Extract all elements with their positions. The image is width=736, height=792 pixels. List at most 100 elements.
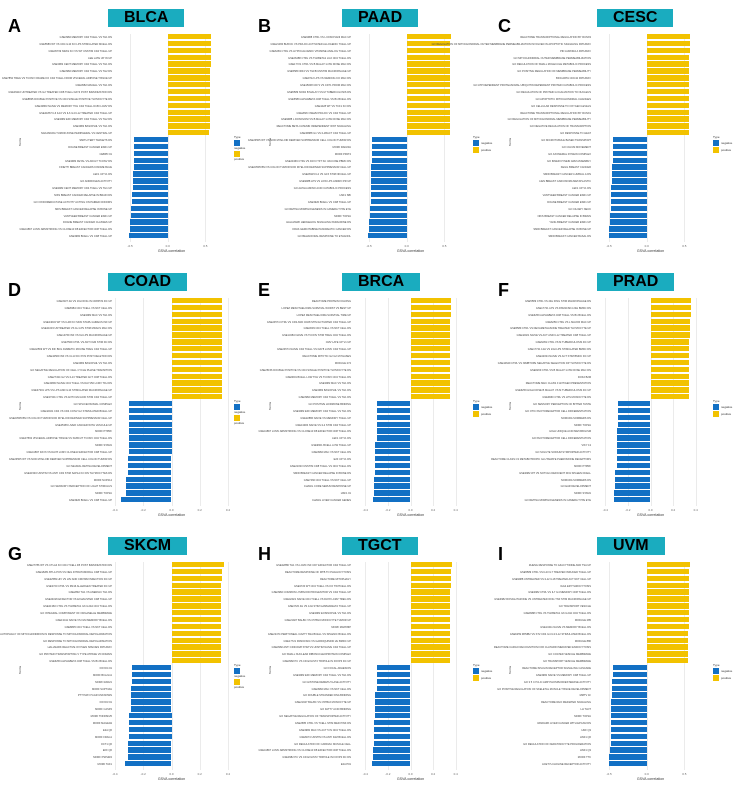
- bar-row: REACTOME TRANSCRIPTIONAL REGULATION BY R…: [520, 34, 707, 40]
- negative-bar: [616, 449, 651, 455]
- bar-row: GSE9988 UNTREATED VS IL12 IL18 TREATED A…: [512, 575, 707, 582]
- x-tick-label: 0.5: [203, 244, 208, 248]
- term-label: GO CELLULAR RESPONSE TO OXYGEN LEVELS: [531, 104, 591, 108]
- positive-bar: [650, 387, 689, 393]
- bar-row: REACTOME MITOTIC G2 G2 M PHASES: [303, 352, 467, 359]
- gridline: [171, 562, 173, 770]
- bar-row: GSE17721 12H VS 24H LPS STIMULATED BMDC …: [528, 346, 707, 352]
- negative-bar: [131, 198, 168, 205]
- legend-swatch: [234, 404, 240, 410]
- term-label: MORF TOP2A: [334, 214, 351, 218]
- term-label: GSE45739 NRAS KO VS WT UNSTIM CD4 TCELL …: [48, 49, 112, 53]
- bar-row: GO SMALL NUCLEAR RIBONUCLEOPROTEIN COMPL…: [282, 651, 467, 657]
- negative-bar: [129, 713, 172, 719]
- bar-row: GSE44649 CTRL VS NIMBTOPE NEGATIVE SELEC…: [498, 359, 707, 366]
- term-label: GSE6269 CTRL VS M TUBERCULOSIS DC UP: [535, 341, 591, 345]
- term-label: GSE6259 RPMB2 VS ST2 CD4 IL4 IL3 IL12 ST…: [509, 632, 591, 636]
- term-label: HNF1 Q3: [580, 749, 591, 753]
- term-label: GSE26488 CTRL VS TGFBETA1 LIL6 CD4 TCELL…: [288, 56, 351, 60]
- bar-row: GSE3982 BCELL VS CD8 TCELL UP: [69, 233, 228, 239]
- bar-row: GSE43863 NAIVE CD4 TCELL VS DAY150 LCMV …: [44, 380, 228, 386]
- bar-row: GSE3982 EFF MEMORY CD4 TCELL VS TH1 DN: [293, 671, 467, 678]
- term-label: GSE27786 WT VS CTLA4 KO CD4 TCELL D5 POS…: [26, 564, 112, 567]
- positive-bar: [410, 387, 451, 393]
- negative-bar: [130, 205, 168, 212]
- term-label: PID AURORA A PATHWAY: [560, 49, 591, 53]
- term-label: GSE17721 LPS VS PAM3CSK4 24H BMDC DN: [535, 306, 591, 310]
- positive-bar: [650, 325, 691, 331]
- bar-row: GO TRANSPORT VESICLE MEMBRANE: [543, 658, 707, 664]
- term-label: GO POSITIVE HORMONE BINDING: [308, 403, 351, 406]
- bar-row: GSE3982 PC VS CD EXLIST2 TRIPOLE IN FOXP…: [282, 754, 467, 760]
- bar-row: GSE9988 L DONOVANI VS B MALAYI LOW DOSE …: [281, 116, 467, 122]
- bar-row: KEGG BREAST CANCER: [561, 164, 707, 170]
- x-axis-label: GSVA correlation: [396, 777, 425, 781]
- term-label: GSE5589 WT VS CD4 IL10 KO LPS STIMULATED…: [39, 42, 112, 46]
- term-label: BIOCARTA CDC42 PATHWAY: [556, 77, 591, 81]
- positive-bar: [410, 311, 452, 318]
- bar-row: GO SENSORY PERCEPTION OF BITTER TASTE: [533, 401, 707, 407]
- positive-bar: [410, 318, 451, 324]
- bar-row: GO POSITIVE REGULATION OF SKELETAL MUSCL…: [497, 685, 707, 691]
- legend-swatch: [713, 147, 719, 153]
- term-label: GO PROTEIN TRANSPORTING V TYPE ATPASE V0…: [39, 653, 112, 657]
- term-label: GSE21927 BALBC VS C57BL6 MONOCYTE UP: [294, 701, 351, 705]
- panel-title: PRAD: [597, 273, 675, 291]
- plot-area: REACTOME TRANSCRIPTIONAL REGULATION BY R…: [432, 34, 707, 253]
- bar-row: ACETYLCHOLINE RECEPTOR ACTIVITY: [542, 761, 707, 767]
- bar-row: SMITH TERT TARGETS DN: [79, 137, 228, 143]
- negative-bar: [368, 233, 407, 239]
- term-label: MORF TOP2A: [574, 423, 591, 427]
- term-label: GSE21033 UNSTIM CD8 TCELL VS CD4 TCELL D…: [289, 464, 351, 468]
- bar-row: GSE3982 EFF MEMORY CD4 TCELL VS TH1 DN: [293, 407, 467, 414]
- x-tick-label: 0.0: [644, 244, 649, 248]
- positive-bar: [410, 644, 451, 650]
- term-label: GSE9988 CTRL VS L DONOVANI MAC UP: [300, 36, 351, 39]
- positive-bar: [410, 562, 453, 568]
- negative-bar: [127, 462, 172, 469]
- bar-row: GSE3982 MAC VS TH1 DN: [319, 380, 467, 386]
- bar-row: VANDARK LIVER CANCER WITH EPCAM DN: [537, 719, 707, 726]
- negative-bar: [371, 178, 407, 184]
- bar-row: LEF1 UP V1 DN: [332, 435, 467, 441]
- bar-row: EFF Q6: [103, 747, 228, 753]
- bar-row: REACTOME CLASS C3 METABOTROPIC GLUTAMATE…: [491, 455, 707, 462]
- bar-row: MORF TOP2A: [95, 490, 228, 496]
- term-label: GO REGULATION OF MITOCHONDRIAL OUTER MEM…: [431, 42, 591, 46]
- bar-row: GSE18281 BTLA POS VS NEG INTRATUMORAL CD…: [36, 568, 228, 575]
- legend: Type negative positive: [473, 134, 492, 153]
- bar-row: REACTOME TRANSCRIPTIONAL REGULATION BY R…: [520, 109, 707, 115]
- term-label: REACTOME TRANSCRIPTIONAL REGULATION BY R…: [520, 36, 591, 39]
- gridline: [167, 34, 169, 242]
- term-label: GSE23505 BM VS COLON TUMOR NOD MYELOID D…: [9, 416, 112, 420]
- term-label: DOANE BREAST CANCER ESR1 UP: [68, 145, 112, 149]
- gridline: [684, 562, 686, 770]
- term-label: GSE3982 PC VS CD EXLIST2 TRIPOLE IN FOXP…: [282, 660, 351, 664]
- negative-bar: [376, 671, 411, 678]
- term-label: GSE24634 WT VS IL4R KO SKIN STAPH AUREUS…: [43, 320, 112, 324]
- term-label: GSE3982 BASOPHIL VS TH1 DN: [72, 125, 112, 129]
- term-label: MORF MAGEA9: [92, 721, 112, 725]
- bar-row: GSE6259 ALPHABETA CD8 TCELL VS B1 BCELL …: [49, 658, 228, 664]
- negative-bar: [369, 226, 407, 232]
- positive-bar: [410, 589, 451, 595]
- negative-bar: [129, 428, 172, 434]
- x-tick-label: 0.0: [404, 244, 409, 248]
- gridline: [646, 34, 648, 242]
- term-label: EFF Q6: [102, 749, 112, 753]
- bar-row: GSE43863 NAIVE VS MEMORY TFH CD4 TCELL D…: [35, 102, 228, 109]
- legend-item-positive: positive: [713, 411, 732, 417]
- term-label: GSE2892 TH1 VS ANERGIC TH1 DN: [68, 591, 112, 595]
- term-label: GSE9988 L DONOVANI VS B MALAYI LOW DOSE …: [280, 118, 351, 122]
- negative-bar: [612, 671, 647, 678]
- term-label: VIKY 13: [581, 444, 591, 448]
- positive-bar: [171, 637, 221, 643]
- term-label: GO REGULATION OF CARDIAC MUSCLE CELL: [294, 742, 351, 746]
- bar-row: GSE3039 CD4 TCELL VS NKT CELL DN: [304, 325, 467, 331]
- term-label: GSE9601 BCELL LOW TCELL UP: [311, 444, 351, 448]
- negative-bar: [371, 164, 407, 170]
- legend-label: negative: [721, 668, 733, 673]
- legend-item-positive: positive: [473, 147, 492, 153]
- bar-row: GSE3720 4H VS 12H STIM GAMMADELTA TCELL …: [288, 603, 467, 609]
- x-tick-label: 0.0: [408, 508, 413, 512]
